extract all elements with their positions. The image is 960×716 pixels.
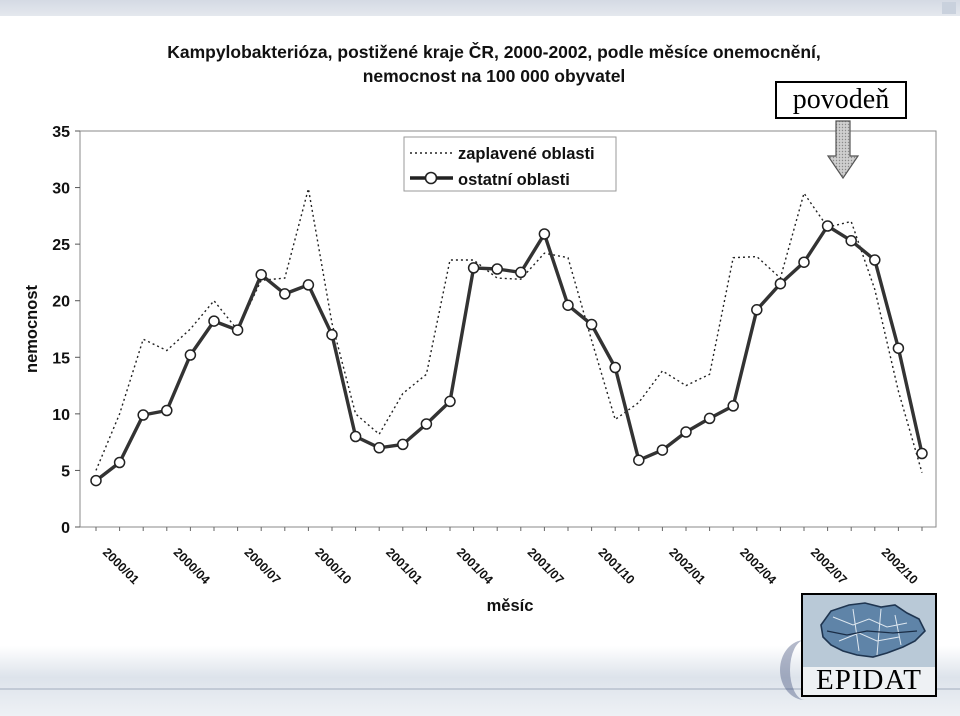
data-point-other	[798, 256, 810, 268]
data-point-other	[680, 426, 692, 438]
plot-area	[79, 130, 937, 528]
legend-marker	[424, 171, 438, 185]
y-tick-label: 30	[52, 181, 70, 198]
data-point-other	[703, 412, 716, 425]
x-tick-label: 2002/04	[737, 545, 779, 587]
x-tick-label: 2000/04	[171, 545, 213, 587]
data-point-other	[538, 228, 551, 240]
data-point-other	[397, 438, 409, 451]
legend-label-flooded: zaplavené oblasti	[458, 145, 595, 163]
data-point-other	[727, 400, 739, 412]
flood-annotation-label: povodeň	[775, 81, 907, 119]
data-point-other	[562, 299, 574, 311]
data-point-other	[656, 444, 669, 456]
x-axis-label: měsíc	[487, 597, 534, 615]
series-layer	[90, 188, 928, 487]
y-tick-label: 10	[52, 407, 70, 424]
data-point-other	[279, 288, 291, 300]
slide-top-band	[0, 0, 960, 16]
data-point-other	[302, 279, 315, 291]
data-point-other	[420, 418, 433, 430]
data-point-other	[821, 220, 834, 232]
x-axis: 2000/01 2000/04 2000/07 2000/10 2001/01 2001/…	[95, 527, 923, 587]
data-point-other	[184, 349, 197, 361]
data-point-other	[892, 342, 905, 354]
data-point-other	[113, 456, 126, 469]
y-axis-label: nemocnost	[23, 284, 41, 373]
legend-label-other: ostatní oblasti	[458, 171, 570, 189]
legend: zaplavené oblasti ostatní oblasti	[403, 136, 617, 192]
data-point-other	[774, 277, 787, 290]
data-point-other	[444, 395, 456, 408]
data-point-other	[585, 318, 598, 331]
data-point-other	[373, 442, 385, 454]
data-point-other	[869, 254, 881, 266]
x-tick-label: 2002/10	[879, 545, 921, 587]
down-arrow-icon	[826, 120, 860, 180]
chart-title: Kampylobakterióza, postižené kraje ČR, 2…	[167, 41, 821, 62]
slide-footer-rule	[0, 688, 960, 690]
epidat-logo: EPIDAT	[801, 593, 937, 697]
x-tick-label: 2001/01	[383, 545, 425, 587]
x-tick-label: 2002/01	[666, 545, 708, 587]
x-tick-label: 2000/10	[312, 545, 354, 587]
y-tick-label: 5	[61, 463, 70, 480]
slide-corner-mark	[942, 2, 956, 14]
data-point-other	[208, 315, 220, 327]
x-tick-label: 2000/01	[100, 545, 142, 587]
data-point-other	[326, 328, 338, 341]
slide-decoration-curve	[780, 640, 830, 700]
data-point-other	[161, 404, 173, 417]
legend-box	[403, 136, 617, 192]
data-point-other	[255, 268, 267, 281]
czech-map-icon	[803, 595, 935, 667]
x-tick-label: 2000/07	[241, 545, 283, 587]
y-tick-label: 25	[52, 237, 70, 254]
logo-text: EPIDAT	[816, 664, 922, 696]
data-point-other	[515, 266, 527, 279]
y-tick-label: 20	[52, 294, 70, 311]
y-tick-label: 35	[52, 124, 70, 141]
data-point-other	[491, 263, 503, 275]
data-point-other	[633, 454, 645, 466]
x-tick-label: 2002/07	[808, 545, 850, 587]
data-point-other	[845, 234, 857, 247]
y-axis: 0 5 10 15 20 25 30 35	[52, 124, 80, 537]
x-tick-label: 2001/10	[595, 545, 637, 587]
data-point-other	[231, 324, 244, 336]
x-tick-label: 2001/07	[525, 545, 567, 587]
data-point-other	[609, 361, 621, 374]
data-point-other	[467, 262, 480, 274]
y-tick-label: 0	[61, 520, 70, 537]
data-point-other	[349, 430, 362, 443]
x-tick-label: 2001/04	[454, 545, 496, 587]
data-point-other	[916, 447, 928, 460]
data-point-other	[751, 304, 763, 316]
series-line-flooded	[95, 188, 923, 473]
chart-subtitle: nemocnost na 100 000 obyvatel	[363, 66, 626, 86]
data-point-other	[90, 474, 102, 487]
y-tick-label: 15	[52, 350, 70, 367]
data-point-other	[137, 409, 149, 421]
